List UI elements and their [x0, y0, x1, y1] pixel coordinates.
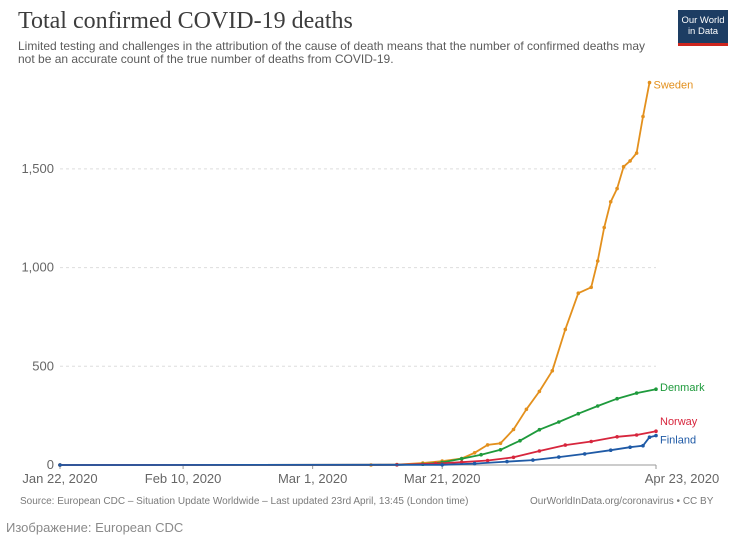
data-point-sweden [498, 441, 503, 446]
license-link[interactable]: OurWorldInData.org/coronavirus • CC BY [530, 496, 714, 507]
data-point-norway [459, 460, 464, 465]
y-tick-label: 500 [32, 358, 54, 373]
data-point-finland [641, 443, 645, 448]
x-tick-label: Mar 1, 2020 [278, 471, 347, 486]
data-point-finland [472, 461, 477, 466]
line-chart: 0 500 1,000 1,500 Jan 22, 2020 Feb 10, 2020 Ma… [21, 80, 719, 486]
data-point-sweden [511, 427, 516, 432]
y-tick-label: 0 [47, 457, 54, 472]
data-point-norway [563, 443, 568, 447]
data-point-denmark [498, 448, 503, 452]
data-point-denmark [576, 411, 581, 416]
data-point-sweden [595, 259, 600, 263]
data-point-denmark [518, 438, 522, 443]
data-point-sweden [647, 80, 652, 85]
data-point-sweden [628, 159, 632, 163]
logo-line-1: Our World [681, 15, 725, 26]
data-point-finland [608, 448, 613, 453]
data-point-denmark [634, 391, 639, 395]
data-point-finland [557, 455, 561, 459]
series-label-denmark: Denmark [660, 382, 705, 394]
series-line-norway [59, 430, 657, 466]
data-point-denmark [595, 404, 600, 408]
data-point-finland [654, 433, 658, 438]
logo-line-2: in Data [687, 26, 719, 37]
data-point-sweden [615, 186, 619, 191]
data-point-sweden [563, 327, 568, 332]
source-note[interactable]: Source: European CDC – Situation Update … [20, 496, 469, 507]
x-tick-label: Mar 21, 2020 [404, 471, 481, 486]
chart-title: Total confirmed COVID-19 deaths [18, 8, 353, 34]
series-label-sweden: Sweden [654, 80, 694, 92]
data-point-finland [58, 463, 62, 467]
x-tick-label: Feb 10, 2020 [145, 471, 222, 486]
data-point-norway [511, 455, 516, 460]
data-point-sweden [602, 225, 606, 230]
data-point-denmark [654, 387, 658, 392]
series-line-finland [59, 434, 657, 466]
data-point-denmark [537, 427, 542, 432]
chart-subtitle: Limited testing and challenges in the at… [18, 39, 646, 66]
data-point-norway [654, 429, 658, 434]
x-tick-label: Jan 22, 2020 [22, 471, 97, 486]
data-point-denmark [459, 456, 464, 461]
data-point-sweden [576, 291, 581, 296]
data-point-sweden [589, 285, 593, 290]
chart-card: Total confirmed COVID-19 deaths Limited … [18, 8, 728, 507]
image-caption: Изображение: European CDC [6, 520, 184, 535]
owid-logo[interactable]: Our World in Data [678, 10, 728, 46]
data-point-finland [582, 452, 587, 456]
data-point-sweden [608, 200, 613, 204]
series-label-finland: Finland [660, 435, 696, 447]
data-point-norway [615, 435, 619, 439]
data-point-sweden [472, 451, 477, 455]
data-point-denmark [615, 396, 619, 401]
series-line-sweden [60, 82, 651, 466]
data-point-finland [440, 463, 445, 467]
data-point-sweden [621, 164, 626, 169]
data-point-finland [628, 445, 632, 450]
data-point-sweden [537, 389, 542, 394]
data-point-finland [505, 459, 509, 464]
data-point-sweden [550, 369, 555, 373]
data-point-finland [531, 458, 535, 462]
data-point-sweden [524, 407, 529, 412]
data-point-sweden [634, 151, 639, 155]
x-tick-label: Apr 23, 2020 [645, 471, 719, 486]
data-point-norway [537, 449, 542, 453]
y-tick-label: 1,000 [21, 260, 54, 275]
data-point-denmark [479, 452, 483, 457]
data-point-denmark [557, 420, 561, 424]
data-point-sweden [641, 114, 645, 119]
y-tick-label: 1,500 [21, 161, 54, 176]
data-point-norway [634, 433, 639, 437]
series-label-norway: Norway [660, 416, 698, 428]
data-point-norway [589, 439, 593, 444]
data-point-norway [485, 458, 490, 463]
series-line-denmark [59, 388, 657, 466]
data-point-finland [647, 435, 652, 440]
data-point-sweden [485, 443, 490, 447]
